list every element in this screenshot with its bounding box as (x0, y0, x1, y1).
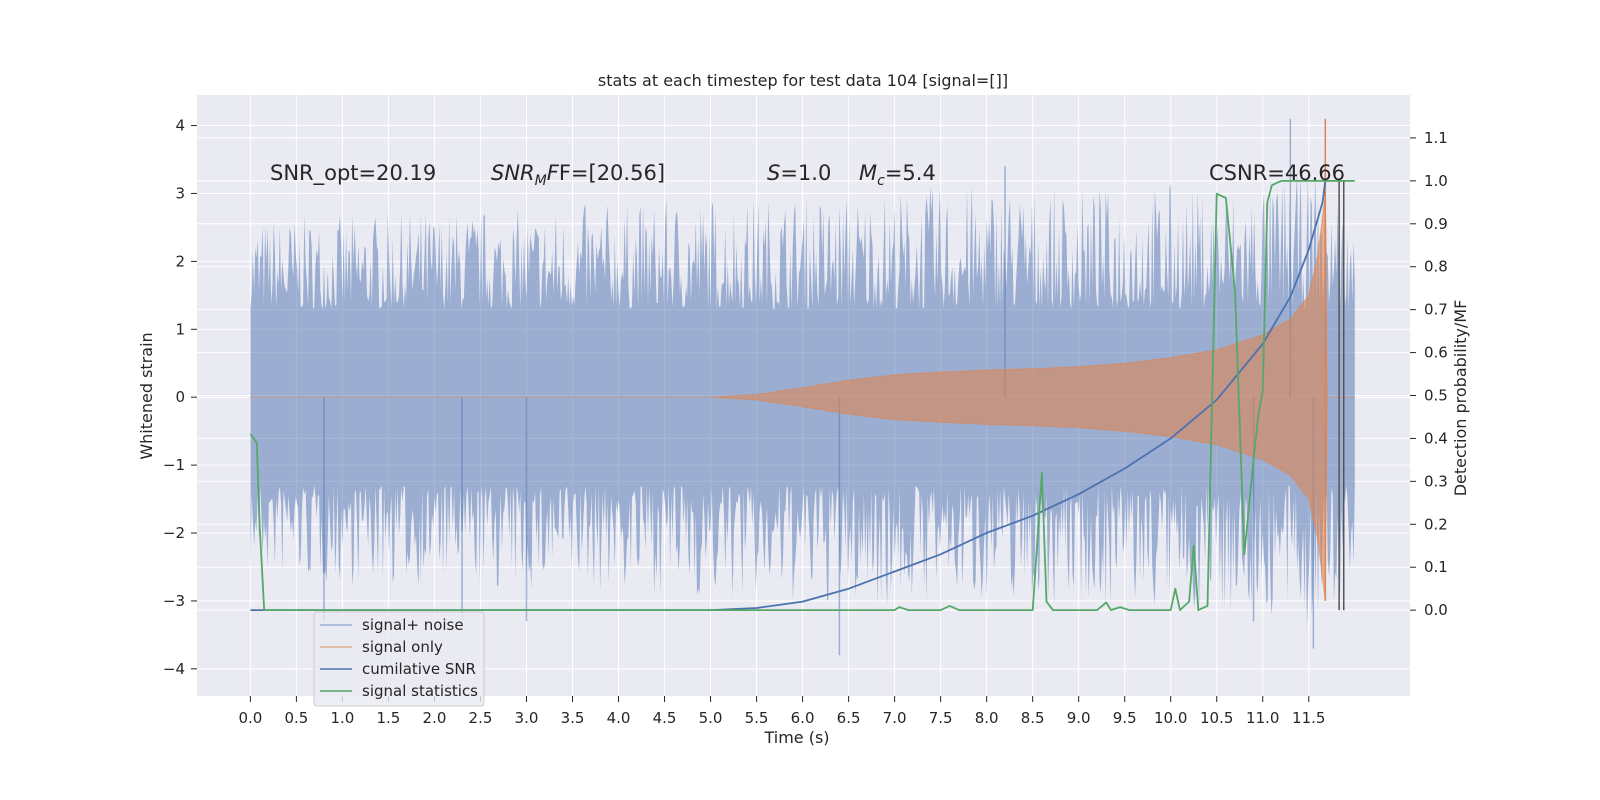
mc-main: M (859, 161, 877, 185)
right-tick-label-10: 0.1 (1424, 558, 1448, 576)
left-tick-label-4: 0 (175, 388, 185, 406)
x-tick-label-4: 2.0 (423, 709, 447, 727)
right-tick-label-4: 0.7 (1424, 301, 1448, 319)
snr-opt-annotation: SNR_opt=20.19 (270, 161, 436, 186)
snr-mf-rest-italic: F (547, 161, 560, 185)
x-tick-label-13: 6.5 (837, 709, 861, 727)
left-y-axis: 4 3 2 1 0 −1 −2 −3 −4 (163, 117, 197, 678)
x-tick-label-12: 6.0 (791, 709, 815, 727)
x-tick-label-17: 8.5 (1021, 709, 1045, 727)
legend: signal+ noise signal only cumilative SNR… (313, 611, 485, 707)
s-annotation: S=1.0 (767, 161, 831, 185)
snr-mf-rest: F=[20.56] (559, 161, 665, 185)
left-tick-label-1: 3 (175, 184, 185, 202)
left-tick-label-6: −2 (163, 524, 185, 542)
legend-box (313, 611, 485, 707)
right-y-axis-label: Detection probability/MF (1451, 300, 1470, 497)
x-tick-label-23: 11.5 (1292, 709, 1325, 727)
right-tick-label-0: 1.1 (1424, 129, 1448, 147)
legend-label-cumilative-snr: cumilative SNR (362, 660, 476, 678)
x-tick-label-16: 8.0 (975, 709, 999, 727)
x-tick-label-0: 0.0 (238, 709, 262, 727)
x-tick-label-20: 10.0 (1154, 709, 1187, 727)
x-tick-label-15: 7.5 (929, 709, 953, 727)
x-tick-label-18: 9.0 (1067, 709, 1091, 727)
x-tick-label-7: 3.5 (561, 709, 585, 727)
right-tick-label-1: 1.0 (1424, 172, 1448, 190)
right-y-axis: 1.1 1.0 0.9 0.8 0.7 0.6 0.5 0.4 0.3 0.2 0.1 0.0 (1410, 129, 1448, 619)
x-tick-label-14: 7.0 (883, 709, 907, 727)
snr-mf-annotation: SNRMFF=[20.56] (491, 161, 665, 189)
x-tick-label-21: 10.5 (1200, 709, 1233, 727)
x-tick-label-19: 9.5 (1113, 709, 1137, 727)
x-tick-label-22: 11.0 (1246, 709, 1279, 727)
s-main: S (767, 161, 780, 185)
marker-lines (1338, 180, 1345, 611)
snr-mf-main: SNR (491, 161, 535, 185)
left-tick-label-0: 4 (175, 117, 185, 135)
x-axis: 0.0 0.5 1.0 1.5 2.0 2.5 3.0 3.5 4.0 4.5 5.0 5.5 6.0 6… (238, 696, 1325, 727)
left-tick-label-2: 2 (175, 252, 185, 270)
chart-title: stats at each timestep for test data 104… (598, 71, 1008, 90)
right-tick-label-2: 0.9 (1424, 215, 1448, 233)
signal-only-series (250, 193, 1355, 601)
series-layer (249, 118, 1355, 656)
snr-mf-subscript: M (535, 173, 547, 189)
mc-rest: =5.4 (885, 161, 936, 185)
x-tick-label-11: 5.5 (745, 709, 769, 727)
legend-label-signal-only: signal only (362, 638, 443, 656)
left-y-axis-label: Whitened strain (137, 332, 156, 459)
signal-statistics-series (249, 180, 1355, 611)
left-tick-label-3: 1 (175, 320, 185, 338)
mc-subscript: c (877, 173, 885, 189)
x-tick-label-10: 5.0 (699, 709, 723, 727)
x-tick-label-5: 2.5 (469, 709, 493, 727)
x-tick-label-8: 4.0 (607, 709, 631, 727)
legend-label-signal-noise: signal+ noise (362, 616, 464, 634)
legend-label-signal-statistics: signal statistics (362, 682, 478, 700)
left-tick-label-7: −3 (163, 592, 185, 610)
right-tick-label-8: 0.3 (1424, 472, 1448, 490)
x-axis-label: Time (s) (763, 728, 829, 747)
x-tick-label-1: 0.5 (284, 709, 308, 727)
right-tick-label-5: 0.6 (1424, 344, 1448, 362)
right-tick-label-9: 0.2 (1424, 515, 1448, 533)
left-tick-label-8: −4 (163, 660, 185, 678)
right-tick-label-11: 0.0 (1424, 601, 1448, 619)
x-tick-label-3: 1.5 (376, 709, 400, 727)
cumilative-snr-series (250, 180, 1327, 611)
right-tick-label-6: 0.5 (1424, 387, 1448, 405)
right-tick-label-7: 0.4 (1424, 429, 1448, 447)
left-tick-label-5: −1 (163, 456, 185, 474)
x-tick-label-9: 4.5 (653, 709, 677, 727)
s-rest: =1.0 (780, 161, 831, 185)
x-tick-label-6: 3.0 (515, 709, 539, 727)
x-tick-label-2: 1.0 (330, 709, 354, 727)
csnr-annotation: CSNR=46.66 (1209, 161, 1345, 185)
right-tick-label-3: 0.8 (1424, 258, 1448, 276)
mc-annotation: Mc=5.4 (859, 161, 936, 189)
